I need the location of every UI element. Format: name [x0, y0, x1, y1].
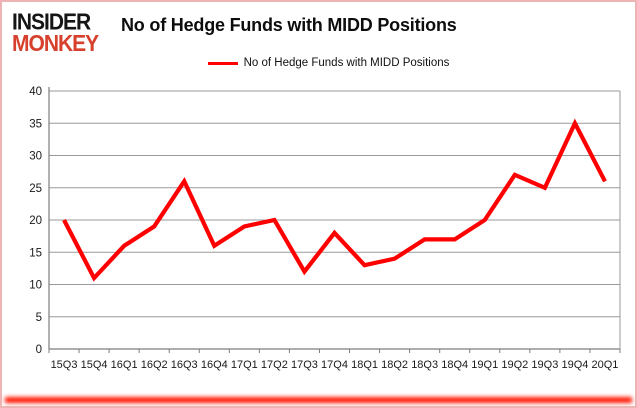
- insider-monkey-logo: INSIDER MONKEY: [12, 9, 99, 56]
- svg-text:35: 35: [29, 118, 42, 130]
- logo-line-monkey: MONKEY: [12, 30, 99, 56]
- svg-text:19Q4: 19Q4: [561, 359, 588, 371]
- svg-text:17Q4: 17Q4: [321, 359, 348, 371]
- svg-text:15Q3: 15Q3: [51, 359, 78, 371]
- svg-text:20Q1: 20Q1: [592, 359, 619, 371]
- svg-text:17Q2: 17Q2: [261, 359, 288, 371]
- svg-text:16Q1: 16Q1: [111, 359, 138, 371]
- svg-text:16Q2: 16Q2: [141, 359, 168, 371]
- svg-text:10: 10: [29, 280, 42, 292]
- svg-text:30: 30: [29, 151, 42, 163]
- svg-text:20: 20: [29, 215, 42, 227]
- svg-text:15: 15: [29, 247, 42, 259]
- x-axis-labels: 15Q3 15Q4 16Q1 16Q2 16Q3 16Q4 17Q1 17Q2 17Q3 17Q4…: [51, 359, 619, 371]
- bottom-red-bar: [5, 397, 632, 403]
- axes: [48, 87, 621, 350]
- chart-legend: No of Hedge Funds with MIDD Positions: [42, 57, 615, 69]
- svg-text:0: 0: [36, 344, 42, 356]
- svg-text:19Q2: 19Q2: [501, 359, 528, 371]
- legend-label: No of Hedge Funds with MIDD Positions: [243, 57, 450, 69]
- svg-text:5: 5: [36, 312, 42, 324]
- svg-text:16Q4: 16Q4: [201, 359, 228, 371]
- gridlines: [49, 90, 620, 318]
- legend-line-icon: [207, 61, 238, 65]
- svg-text:18Q1: 18Q1: [351, 359, 378, 371]
- data-line-series: [62, 118, 607, 282]
- svg-text:17Q1: 17Q1: [231, 359, 258, 371]
- svg-text:16Q3: 16Q3: [171, 359, 198, 371]
- svg-text:18Q3: 18Q3: [411, 359, 438, 371]
- svg-text:17Q3: 17Q3: [291, 359, 318, 371]
- y-axis-labels: 0 5 10 15 20 25 30 35 40: [29, 86, 42, 356]
- svg-text:18Q2: 18Q2: [381, 359, 408, 371]
- logo-line-insider: INSIDER: [12, 9, 91, 35]
- x-axis-ticks: [48, 349, 621, 353]
- svg-text:19Q3: 19Q3: [531, 359, 558, 371]
- svg-text:40: 40: [29, 86, 42, 98]
- svg-text:18Q4: 18Q4: [441, 359, 468, 371]
- chart-title: No of Hedge Funds with MIDD Positions: [121, 15, 457, 35]
- svg-text:25: 25: [29, 183, 42, 195]
- svg-text:19Q1: 19Q1: [471, 359, 498, 371]
- svg-text:15Q4: 15Q4: [81, 359, 108, 371]
